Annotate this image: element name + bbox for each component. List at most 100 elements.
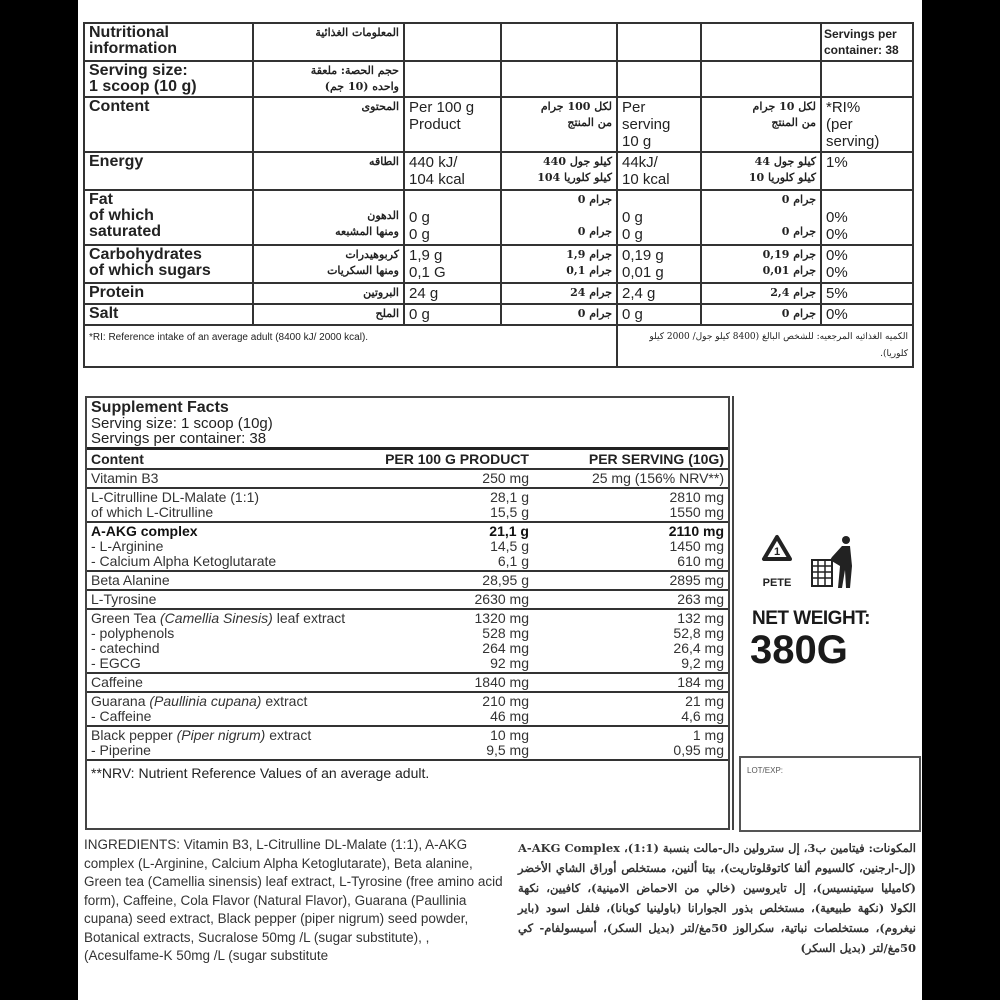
product-label: Nutritional information المعلومات الغذائي… [78,0,922,1000]
supplement-title: Supplement Facts [91,399,229,416]
per-serving-arabic: جرام 0,19 جرام 0,01 [700,244,822,284]
per-serving-arabic [700,60,822,98]
supplement-row: - polyphenols 528 mg 52,8 mg [91,626,724,641]
pete-label: PETE [762,577,792,589]
ri-percent: 5% [820,282,914,305]
nutrient-name: Salt [83,303,254,326]
nutrient-name-arabic: المعلومات الغذائية [252,22,405,62]
per-serving: 263 mg [677,591,724,607]
per-serving: 1 mg [692,727,724,743]
ingredient-name: of which L-Citrulline [91,504,214,520]
nutrient-name-arabic: المحتوى [252,96,405,153]
supplement-row: L-Citrulline DL-Malate (1:1) 28,1 g 2810 m… [91,490,724,505]
supplement-facts: Supplement Facts Serving size: 1 scoop (… [85,396,730,830]
per-100g: 2630 mg [474,591,529,607]
ri-percent [820,60,914,98]
per-serving: 610 mg [677,553,724,569]
ri-percent: 0% [820,303,914,326]
supplement-group: Caffeine 1840 mg 184 mg [87,674,728,693]
ingredient-name: Green Tea (Camellia Sinesis) leaf extrac… [91,610,346,626]
per-serving: 0,95 mg [673,742,724,758]
per-100g: 21,1 g [489,523,529,539]
per-serving [616,22,702,62]
per-100g: 210 mg [482,693,529,709]
per-100g: 440 kJ/ 104 kcal [403,151,502,191]
supplement-row: Black pepper (Piper nigrum) extract 10 mg… [91,728,724,743]
per-serving [616,60,702,98]
per-serving: 0 g [616,303,702,326]
supplement-row: L-Tyrosine 2630 mg 263 mg [91,592,724,607]
per-100g-arabic [500,22,618,62]
ingredient-name: Beta Alanine [91,572,170,588]
recycle-pete-icon: 1 PETE [752,534,802,595]
supplement-group: A-AKG complex 21,1 g 2110 mg - L-Arginine 14… [87,523,728,572]
per-serving: 25 mg (156% NRV**) [591,470,724,486]
ingredient-name: Guarana (Paullinia cupana) extract [91,693,308,709]
per-100g: 14,5 g [490,538,529,554]
per-100g: 0 g [403,303,502,326]
svg-text:1: 1 [774,546,780,558]
supplement-row: Vitamin B3 250 mg 25 mg (156% NRV**) [91,471,724,486]
per-100g-arabic: جرام 0 جرام 0 [500,189,618,246]
per-serving-arabic: جرام 0 [700,303,822,326]
ingredient-name: Vitamin B3 [91,470,159,486]
per-serving: 0 g 0 g [616,189,702,246]
ingredient-name: L-Citrulline DL-Malate (1:1) [91,489,260,505]
ingredient-name: - polyphenols [91,625,175,641]
per-serving: 9,2 mg [681,655,724,671]
ingredient-name: - EGCG [91,655,141,671]
supplement-row: Green Tea (Camellia Sinesis) leaf extrac… [91,611,724,626]
per-100g: 92 mg [490,655,529,671]
ri-percent: 0% 0% [820,189,914,246]
per-serving: 26,4 mg [673,640,724,656]
per-100g: 1320 mg [474,610,529,626]
supplement-row: - Calcium Alpha Ketoglutarate 6,1 g 610 mg [91,554,724,569]
lot-exp-box: LOT/EXP: [739,756,921,832]
per-serving: 2,4 g [616,282,702,305]
per-100g-arabic: لكل 100 جرام من المنتج [500,96,618,153]
supplement-group: Beta Alanine 28,95 g 2895 mg [87,572,728,591]
per-100g: 250 mg [482,470,529,486]
nutrition-row: Nutritional information المعلومات الغذائي… [83,22,914,62]
nutrient-name-arabic: كربوهيدرات ومنها السكريات [252,244,405,284]
nutrient-name: Nutritional information [83,22,254,62]
supplement-row: - Caffeine 46 mg 4,6 mg [91,709,724,724]
nutrient-name: Energy [83,151,254,191]
net-weight-value: 380G [750,628,848,672]
nutrient-name: Fat of which saturated [83,189,254,246]
per-100g: 264 mg [482,640,529,656]
per-100g: Per 100 g Product [403,96,502,153]
nutrition-row: Energy الطاقه 440 kJ/ 104 kcal كيلو جول 440… [83,151,914,191]
ingredient-name: - catechind [91,640,160,656]
per-serving: 2810 mg [669,489,724,505]
supplement-row: - catechind 264 mg 26,4 mg [91,641,724,656]
nutrition-table: Nutritional information المعلومات الغذائي… [83,22,914,368]
header-per-100g: PER 100 G PRODUCT [385,451,529,467]
ingredient-name: Black pepper (Piper nigrum) extract [91,727,312,743]
per-serving-arabic: كيلو جول 44 كيلو كلوريا 10 [700,151,822,191]
ingredients-arabic: المكونات: فيتامين ب3، إل سترولين دال-مال… [518,841,916,955]
per-100g: 10 mg [490,727,529,743]
nutrition-row: Content المحتوى Per 100 g Product لكل 100 ج… [83,96,914,153]
nutrition-row: Carbohydrates of which sugars كربوهيدرات … [83,244,914,284]
nutrient-name-arabic: البروتين [252,282,405,305]
ingredient-name: - L-Arginine [91,538,164,554]
per-serving: 1450 mg [669,538,724,554]
ingredient-name: Caffeine [91,674,143,690]
ingredient-name: - Piperine [91,742,151,758]
header-per-serving: PER SERVING (10G) [588,451,724,467]
supplement-group: Vitamin B3 250 mg 25 mg (156% NRV**) [87,470,728,489]
lot-exp-label: LOT/EXP: [747,766,784,775]
supplement-row: - Piperine 9,5 mg 0,95 mg [91,743,724,758]
header-content: Content [91,451,144,467]
nutrient-name-arabic: الطاقه [252,151,405,191]
per-100g: 28,95 g [482,572,529,588]
serving-size: Serving size: 1 scoop (10g) [91,415,273,432]
nutrient-name-arabic: الملح [252,303,405,326]
per-100g: 0 g 0 g [403,189,502,246]
supplement-row: - L-Arginine 14,5 g 1450 mg [91,539,724,554]
ri-percent: Servings per container: 38 [820,22,914,62]
nutrition-row: Fat of which saturated الدهون ومنها المش… [83,189,914,246]
supplement-row: Caffeine 1840 mg 184 mg [91,675,724,690]
per-100g-arabic: جرام 24 [500,282,618,305]
